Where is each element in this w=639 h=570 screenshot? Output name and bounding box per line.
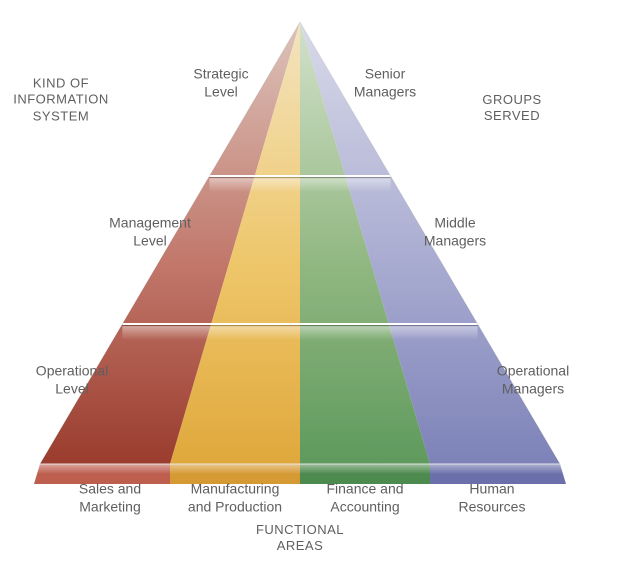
level-0-right: Senior Managers — [354, 66, 416, 101]
functional-1: Manufacturing and Production — [188, 481, 282, 516]
functional-2: Finance and Accounting — [326, 481, 403, 516]
header-left: KIND OF INFORMATION SYSTEM — [13, 76, 109, 125]
level-0-left: Strategic Level — [193, 66, 248, 101]
level-2-right: Operational Managers — [497, 363, 569, 398]
header-right: GROUPS SERVED — [482, 92, 541, 125]
level-1-right: Middle Managers — [424, 215, 486, 250]
functional-0: Sales and Marketing — [79, 481, 141, 516]
header-bottom: FUNCTIONAL AREAS — [256, 522, 344, 555]
level-2-left: Operational Level — [36, 363, 108, 398]
level-1-left: Management Level — [109, 215, 191, 250]
functional-3: Human Resources — [459, 481, 526, 516]
